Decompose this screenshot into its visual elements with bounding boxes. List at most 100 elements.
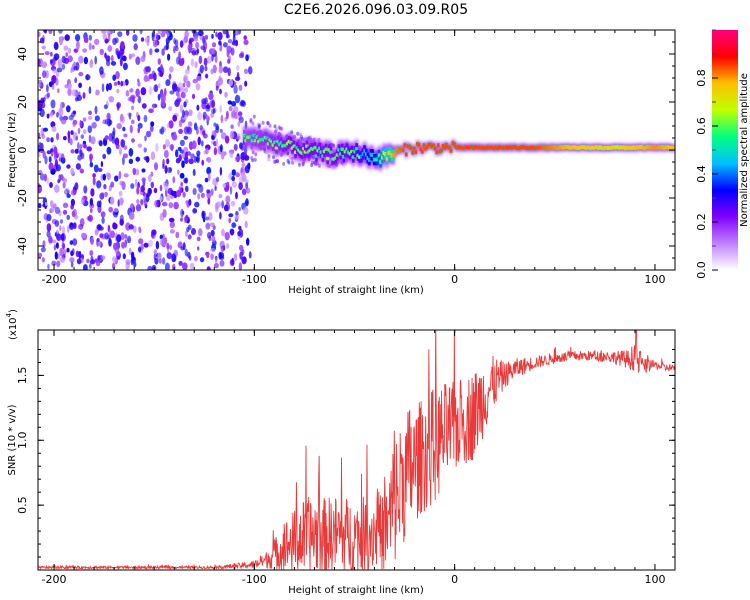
noise-speck: [53, 146, 58, 155]
noise-speck: [296, 131, 300, 136]
colorbar-label: Normalized spectral amplitude: [739, 73, 750, 227]
noise-speck: [44, 30, 48, 34]
noise-speck: [99, 48, 105, 56]
ridge-peak-cell: [419, 147, 422, 152]
noise-speck: [221, 200, 225, 209]
noise-speck: [219, 46, 223, 52]
colorbar-bar: [712, 30, 738, 270]
noise-speck: [222, 183, 226, 188]
noise-speck: [164, 165, 168, 174]
ridge-peak-blob: [324, 147, 328, 151]
ridge-peak-cell: [589, 146, 592, 151]
noise-speck: [287, 160, 291, 165]
ridge-peak-cell: [642, 145, 645, 150]
noise-speck: [220, 132, 227, 140]
ridge-peak-cell: [520, 145, 523, 149]
noise-speck: [38, 152, 41, 158]
noise-speck: [240, 99, 246, 106]
noise-speck: [127, 235, 132, 244]
noise-speck: [122, 126, 126, 132]
noise-speck: [112, 262, 116, 270]
noise-speck: [234, 30, 239, 36]
noise-speck: [144, 135, 147, 142]
noise-speck: [94, 105, 98, 115]
noise-speck: [212, 64, 217, 74]
noise-speck: [251, 150, 255, 155]
noise-speck: [105, 172, 111, 177]
noise-speck: [231, 181, 237, 188]
noise-speck: [206, 55, 212, 64]
noise-speck: [253, 157, 257, 162]
noise-speck: [169, 167, 172, 172]
noise-speck: [46, 177, 50, 185]
noise-speck: [69, 257, 75, 263]
noise-speck: [137, 95, 142, 104]
noise-speck: [185, 185, 189, 193]
noise-speck: [75, 135, 79, 141]
noise-speck: [207, 197, 211, 205]
noise-speck: [122, 62, 128, 71]
snr-scale-suffix: ): [8, 309, 19, 313]
noise-speck: [82, 48, 88, 53]
noise-speck: [162, 158, 165, 168]
noise-speck: [208, 212, 213, 221]
noise-speck: [140, 87, 147, 96]
noise-speck: [67, 82, 72, 90]
noise-speck: [205, 147, 209, 155]
noise-speck: [153, 72, 157, 82]
noise-speck: [70, 250, 74, 257]
noise-speck: [61, 176, 65, 182]
noise-speck: [234, 215, 240, 220]
noise-speck: [97, 168, 103, 172]
noise-speck: [131, 138, 135, 143]
noise-speck: [79, 143, 83, 150]
noise-speck: [40, 247, 46, 253]
noise-speck: [230, 47, 235, 56]
noise-speck: [138, 246, 142, 253]
noise-speck: [164, 87, 167, 97]
noise-speck: [173, 46, 176, 54]
noise-speck: [100, 173, 104, 181]
noise-speck: [101, 216, 105, 224]
ridge-peak-cell: [635, 145, 639, 150]
noise-speck: [211, 99, 216, 109]
noise-speck: [113, 242, 118, 251]
ridge-peak-blob: [313, 145, 317, 150]
ridge-peak-cell: [650, 145, 653, 150]
noise-speck: [119, 57, 123, 67]
noise-speck: [100, 161, 104, 168]
ridge-peak-cell: [550, 144, 554, 149]
x-tick-label: 0: [451, 573, 458, 586]
noise-speck: [219, 166, 223, 176]
ridge-peak-cell: [451, 141, 455, 146]
noise-speck: [143, 242, 149, 248]
noise-speck: [98, 140, 103, 147]
ridge-peak-cell: [430, 144, 434, 149]
ridge-peak-cell: [501, 145, 504, 150]
noise-speck: [238, 207, 241, 212]
noise-speck: [224, 231, 230, 241]
noise-speck: [205, 222, 211, 230]
noise-speck: [187, 234, 192, 240]
noise-speck: [159, 184, 163, 192]
ridge-peak-cell: [624, 146, 628, 151]
noise-speck: [62, 209, 68, 215]
noise-speck: [238, 116, 244, 124]
ridge-peak-cell: [555, 146, 559, 151]
ridge-peak-cell: [504, 145, 507, 150]
noise-speck: [135, 204, 142, 212]
noise-speck: [83, 144, 87, 149]
noise-speck: [69, 240, 74, 246]
ridge-peak-cell: [658, 145, 661, 149]
noise-speck: [70, 189, 76, 196]
noise-speck: [46, 230, 51, 238]
noise-speck: [181, 160, 185, 168]
noise-speck: [235, 156, 241, 161]
snr-series-line: [38, 330, 675, 570]
noise-speck: [187, 43, 192, 52]
noise-speck: [138, 238, 144, 245]
snr-panel: -200 -100 0 100 0.5 1.0 1.5 Height of straight…: [5, 309, 676, 596]
noise-speck: [65, 52, 68, 57]
noise-speck: [195, 83, 201, 91]
ridge-peak-cell: [425, 145, 429, 150]
